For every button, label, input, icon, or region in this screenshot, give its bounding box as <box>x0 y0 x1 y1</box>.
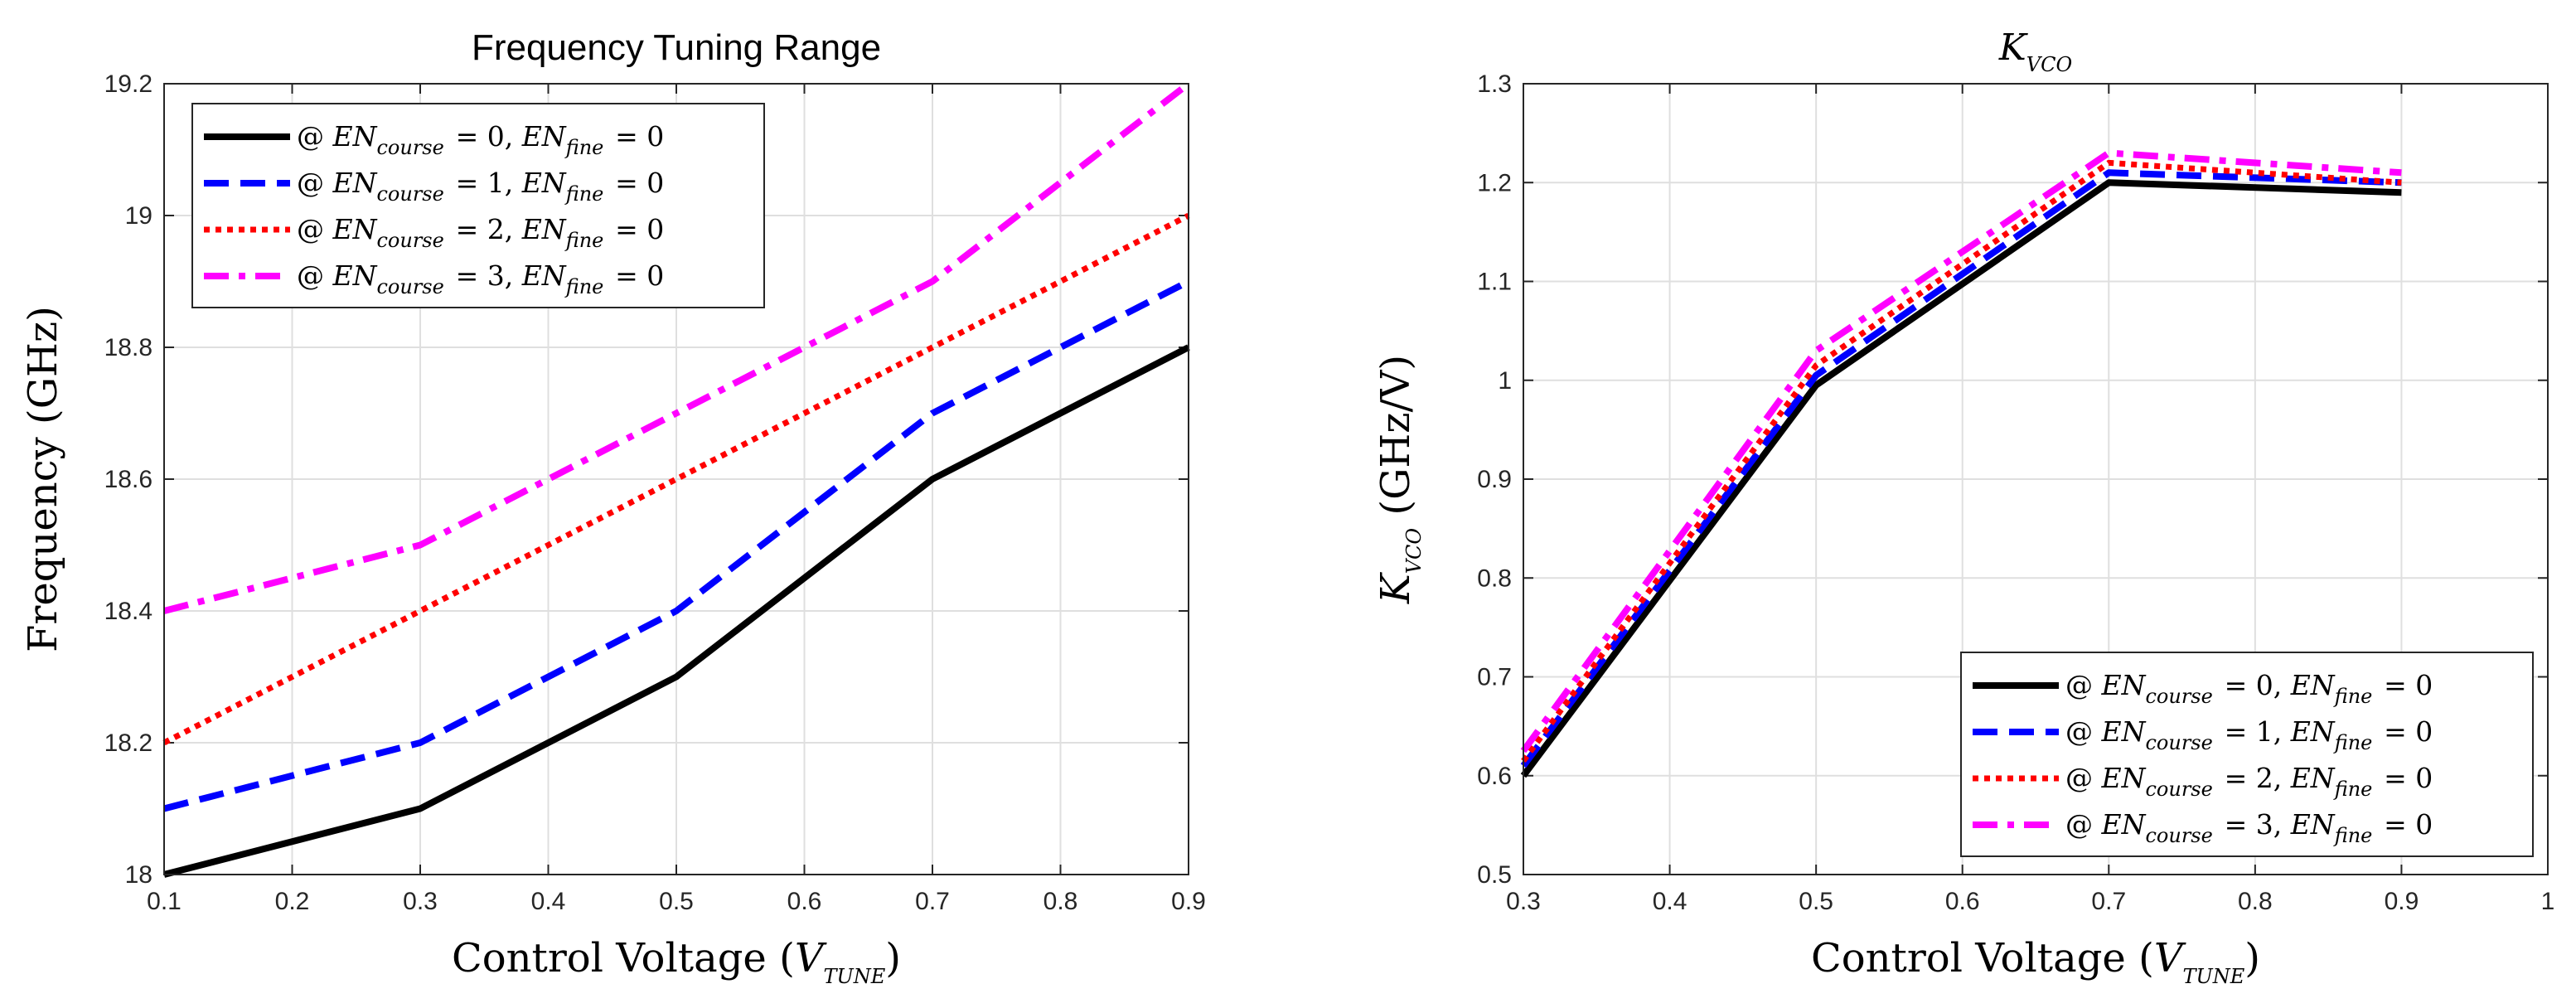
y-tick-label: 1.2 <box>1477 169 1512 196</box>
x-tick-label: 0.5 <box>1799 888 1833 915</box>
legend-label-0: @ ENcourse = 0, ENfine = 0 <box>297 120 664 159</box>
x-tick-label: 0.6 <box>1945 888 1980 915</box>
series-line-3 <box>163 80 1191 614</box>
x-tick-label: 0.4 <box>531 888 566 915</box>
y-axis-label: Frequency (GHz) <box>20 306 66 652</box>
y-tick-label: 19 <box>125 202 153 230</box>
y-tick-label: 1 <box>1498 367 1512 395</box>
x-tick-label: 0.4 <box>1653 888 1687 915</box>
axes-box <box>163 83 1189 875</box>
x-axis-label: Control Voltage (VTUNE) <box>452 935 901 988</box>
y-tick-label: 18 <box>125 861 153 889</box>
legend-label-1: @ ENcourse = 1, ENfine = 0 <box>2065 715 2433 754</box>
chart-2: 0.3 0.4 0.5 0.6 0.7 0.8 0.9 1 0.5 0.6 0.7 0.8 0.9 1 1.… <box>1373 27 2554 988</box>
y-tick-label: 0.8 <box>1477 565 1512 592</box>
series-line-0 <box>163 344 1190 878</box>
x-tick-label: 1 <box>2541 888 2555 915</box>
y-tick-label: 1.3 <box>1477 70 1512 98</box>
legend-label-2: @ ENcourse = 2, ENfine = 0 <box>297 213 664 252</box>
y-tick-label: 0.7 <box>1477 664 1512 691</box>
x-tick-label: 0.3 <box>1506 888 1541 915</box>
series-line-2 <box>1521 159 2402 763</box>
x-tick-label: 0.6 <box>787 888 822 915</box>
y-tick-label: 18.8 <box>104 334 153 361</box>
x-tick-label: 0.9 <box>2385 888 2419 915</box>
y-tick-label: 18.4 <box>104 598 153 625</box>
x-tick-label: 0.8 <box>1043 888 1078 915</box>
legend-label-0: @ ENcourse = 0, ENfine = 0 <box>2065 669 2433 708</box>
legend-label-3: @ ENcourse = 3, ENfine = 0 <box>297 259 664 298</box>
legend-label-3: @ ENcourse = 3, ENfine = 0 <box>2065 808 2433 847</box>
y-tick-label: 18.2 <box>104 729 153 757</box>
series-line-1 <box>163 278 1190 812</box>
y-tick-label: 18.6 <box>104 466 153 493</box>
legend-label-2: @ ENcourse = 2, ENfine = 0 <box>2065 762 2433 801</box>
y-tick-label: 1.1 <box>1477 269 1512 296</box>
legend: @ ENcourse = 0, ENfine = 0 @ ENcourse = 1… <box>191 103 765 308</box>
axes-box <box>1523 83 2549 875</box>
chart-1: 0.1 0.2 0.3 0.4 0.5 0.6 0.7 0.8 0.9 18 18.2 18.4 18.… <box>20 27 1206 988</box>
series-line-3 <box>1520 149 2402 754</box>
x-tick-label: 0.2 <box>275 888 310 915</box>
series-line-0 <box>1520 179 2402 778</box>
x-tick-label: 0.7 <box>915 888 950 915</box>
y-tick-label: 0.6 <box>1477 763 1512 790</box>
legend: @ ENcourse = 0, ENfine = 0 @ ENcourse = 1… <box>1960 652 2534 857</box>
x-tick-label: 0.1 <box>147 888 182 915</box>
x-tick-label: 0.3 <box>403 888 438 915</box>
legend-label-1: @ ENcourse = 1, ENfine = 0 <box>297 167 664 206</box>
y-tick-label: 19.2 <box>104 70 153 98</box>
x-tick-label: 0.8 <box>2238 888 2273 915</box>
y-axis-label: KVCO (GHz/V) <box>1373 355 1426 604</box>
x-tick-label: 0.9 <box>1171 888 1206 915</box>
y-tick-label: 0.5 <box>1477 861 1512 889</box>
chart-title: Frequency Tuning Range <box>472 27 881 68</box>
x-axis-label: Control Voltage (VTUNE) <box>1811 935 2260 988</box>
x-tick-label: 0.7 <box>2091 888 2126 915</box>
chart-title: KVCO <box>1998 27 2073 76</box>
y-tick-label: 0.9 <box>1477 466 1512 493</box>
x-tick-label: 0.5 <box>659 888 694 915</box>
series-line-1 <box>1520 169 2402 768</box>
